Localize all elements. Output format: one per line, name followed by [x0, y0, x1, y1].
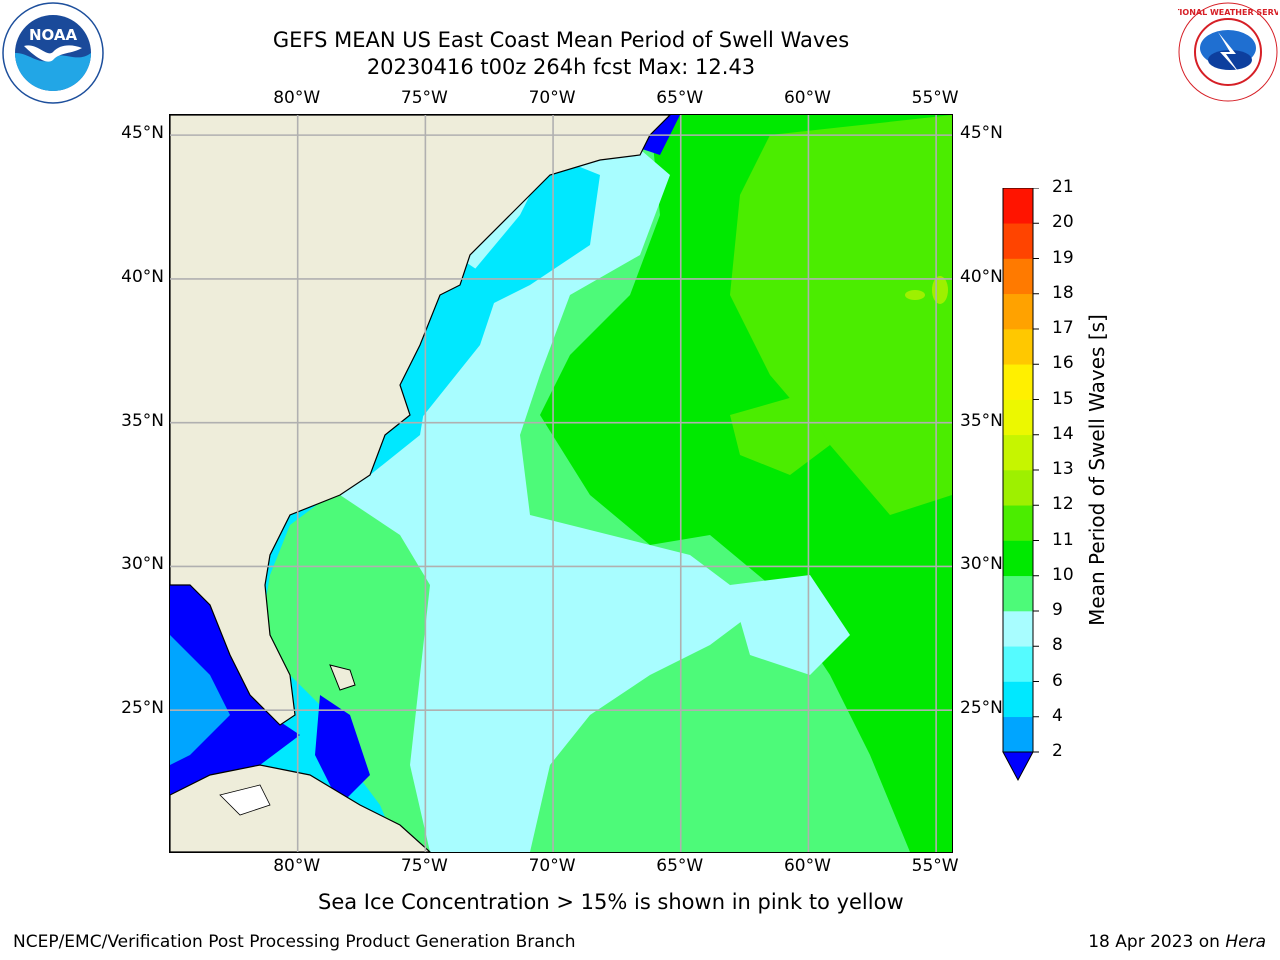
lat-label-left: 35°N [121, 410, 164, 431]
colorbar-bin [1003, 258, 1033, 295]
colorbar-bin [1003, 293, 1033, 330]
lat-label-right: 30°N [960, 554, 1003, 575]
lat-label-left: 40°N [121, 266, 164, 287]
colorbar-tick-label: 10 [1052, 564, 1074, 585]
lon-label-bottom: 80°W [273, 856, 321, 876]
colorbar-bin [1003, 364, 1033, 400]
colorbar-tick-label: 4 [1052, 705, 1063, 726]
colorbar-bin [1003, 505, 1033, 541]
colorbar-tick-label: 9 [1052, 600, 1063, 620]
colorbar-tick-label: 2 [1052, 741, 1063, 761]
lon-label-top: 80°W [273, 88, 321, 108]
lon-label-top: 60°W [783, 88, 831, 108]
colorbar-tick-label: 19 [1052, 247, 1074, 268]
credit-line: NCEP/EMC/Verification Post Processing Pr… [13, 932, 576, 952]
colorbar-tick-label: 16 [1052, 353, 1074, 374]
colorbar-bin [1003, 223, 1033, 259]
colorbar-title: Mean Period of Swell Waves [s] [1085, 314, 1109, 626]
lon-label-top: 65°W [656, 88, 704, 108]
lon-label-bottom: 65°W [656, 856, 704, 876]
colorbar-tick-label: 21 [1052, 177, 1074, 197]
lat-label-right: 40°N [960, 266, 1003, 287]
chart-title: GEFS MEAN US East Coast Mean Period of S… [272, 28, 850, 52]
colorbar-tick-label: 12 [1052, 494, 1074, 515]
lon-label-top: 75°W [400, 88, 448, 108]
colorbar-bin [1003, 540, 1033, 577]
cuba-mask [219, 784, 271, 816]
contour-10-11-south [870, 555, 952, 852]
colorbar-extend-arrow [1002, 751, 1034, 782]
lat-label-right: 45°N [960, 123, 1003, 144]
contour-2-4-bahamas [315, 695, 370, 805]
contour-11-12-b [730, 395, 830, 475]
lon-label-bottom: 55°W [911, 856, 959, 876]
contour-11-12 [730, 115, 952, 515]
lat-label-left: 45°N [121, 123, 164, 144]
lon-label-bottom: 60°W [783, 856, 831, 876]
colorbar-tick-label: 14 [1052, 423, 1074, 444]
lat-label-right: 25°N [960, 698, 1003, 719]
colorbar-tick-label: 13 [1052, 459, 1074, 479]
datestamp-date: 18 Apr 2023 on [1088, 932, 1226, 952]
nws-logo: NATIONAL WEATHER SERVICE [1178, 2, 1278, 102]
bahamas-land [329, 664, 356, 691]
sea-ice-footnote: Sea Ice Concentration > 15% is shown in … [318, 890, 904, 914]
lon-label-top: 70°W [528, 88, 576, 108]
datestamp: 18 Apr 2023 on Hera [1088, 932, 1266, 952]
noaa-wordmark: NOAA [29, 26, 78, 44]
lat-label-right: 35°N [960, 410, 1003, 431]
colorbar-bin [1003, 329, 1033, 365]
colorbar-bin [1003, 646, 1033, 682]
cuba-land [170, 764, 431, 852]
contour-8-9-b [730, 575, 850, 675]
datestamp-host: Hera [1225, 932, 1266, 952]
colorbar-bin [1003, 470, 1033, 506]
lon-label-bottom: 70°W [528, 856, 576, 876]
colorbar-tick-label: 6 [1052, 670, 1063, 691]
colorbar-tick-label: 11 [1052, 529, 1074, 550]
contour-8-9 [270, 115, 750, 852]
colorbar-bin [1003, 434, 1033, 471]
colorbar-tick-label: 20 [1052, 212, 1074, 233]
colorbar-bin [1003, 611, 1033, 647]
colorbar-tick-label: 18 [1052, 282, 1074, 303]
lat-label-left: 30°N [121, 554, 164, 575]
colorbar-bin [1003, 575, 1033, 612]
colorbar-bin [1003, 188, 1033, 224]
chart-subtitle: 20230416 t00z 264h fcst Max: 12.43 [366, 55, 756, 79]
lat-label-left: 25°N [121, 698, 164, 719]
contour-12-13 [905, 290, 925, 300]
colorbar-bin [1003, 681, 1033, 718]
noaa-logo: NOAA [2, 2, 104, 104]
colorbar [1002, 188, 1039, 782]
contour-4-6-gulf [170, 635, 230, 765]
colorbar-bin [1003, 399, 1033, 436]
map-panel [169, 114, 953, 853]
lon-label-top: 55°W [911, 88, 959, 108]
colorbar-tick-label: 8 [1052, 635, 1063, 656]
nws-ring-text: NATIONAL WEATHER SERVICE [1178, 8, 1278, 17]
colorbar-tick-label: 17 [1052, 318, 1074, 338]
contour-12-13-b [932, 276, 948, 304]
colorbar-bin [1003, 716, 1033, 753]
north-america-land [170, 115, 671, 726]
lon-label-bottom: 75°W [400, 856, 448, 876]
colorbar-tick-label: 15 [1052, 388, 1074, 409]
